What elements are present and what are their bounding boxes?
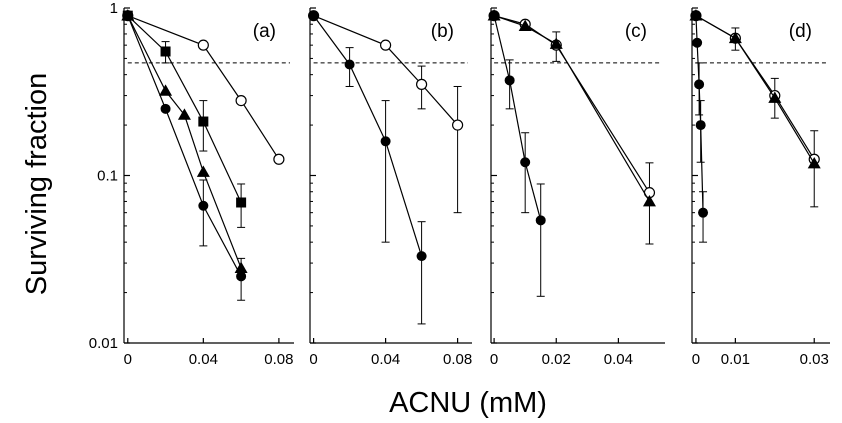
data-point-filled-circle (308, 10, 319, 21)
series-line-filled-triangle (127, 15, 242, 269)
data-point-filled-circle (520, 157, 531, 168)
data-point-filled-square (160, 46, 171, 57)
panel-3: 0 0.01 0.03 (d) (689, 7, 830, 368)
series-line-filled-circle (493, 15, 542, 221)
y-tick-label: 0.01 (89, 335, 118, 352)
panel-label: (c) (625, 21, 647, 42)
series-line-filled-circle (127, 15, 242, 277)
data-point-filled-triangle (728, 31, 742, 44)
x-tick-label: 0.04 (604, 351, 633, 368)
x-tick-label: 0.02 (542, 351, 571, 368)
data-point-filled-triangle (159, 84, 173, 96)
x-tick-label: 0.04 (189, 351, 218, 368)
panel-label: (d) (789, 21, 812, 42)
data-point-filled-circle (380, 136, 391, 147)
x-tick-label: 0.03 (800, 351, 829, 368)
y-axis-title: Surviving fraction (21, 73, 53, 295)
data-point-filled-square (198, 116, 209, 127)
panel-0: 1 0.1 0.01 0 0.04 0.08 (a) (89, 0, 294, 368)
y-tick-label: 1 (110, 0, 118, 17)
data-point-filled-circle (198, 200, 209, 211)
x-tick-label: 0.08 (443, 351, 472, 368)
panel-2: 0 0.02 0.04 (c) (487, 7, 665, 368)
x-axis-title: ACNU (mM) (389, 387, 547, 419)
x-tick-label: 0 (124, 351, 132, 368)
x-tick-label: 0 (309, 351, 317, 368)
series-line-open-circle (127, 15, 280, 160)
y-tick-label: 0.1 (97, 168, 118, 185)
data-point-filled-triangle (196, 165, 210, 177)
data-point-filled-circle (122, 10, 133, 21)
data-point-filled-circle (416, 251, 427, 262)
data-point-filled-triangle (768, 91, 782, 103)
data-point-filled-triangle (642, 194, 656, 207)
data-point-filled-circle (690, 10, 701, 21)
data-point-filled-triangle (518, 19, 532, 31)
data-point-filled-circle (160, 103, 171, 114)
panel-label: (b) (431, 21, 454, 42)
data-point-filled-circle (344, 59, 355, 70)
data-point-filled-circle (504, 75, 515, 86)
data-point-filled-circle (694, 79, 705, 90)
series-line-open-circle (313, 15, 459, 126)
data-point-filled-triangle (549, 37, 563, 49)
x-tick-label: 0.04 (371, 351, 400, 368)
panel-1: 0 0.04 0.08 (b) (308, 7, 472, 368)
panel-label: (a) (253, 21, 276, 42)
series-line-open-circle (493, 15, 650, 193)
data-point-open-circle (235, 95, 247, 107)
data-point-filled-circle (535, 215, 546, 226)
series-line-filled-circle (313, 15, 423, 257)
data-point-open-circle (416, 78, 428, 90)
data-point-filled-circle (489, 10, 500, 21)
x-tick-label: 0.08 (264, 351, 293, 368)
data-point-open-circle (273, 153, 285, 165)
x-tick-label: 0.01 (721, 351, 750, 368)
data-point-filled-square (236, 197, 247, 208)
data-point-open-circle (452, 119, 464, 131)
x-tick-label: 0 (490, 351, 498, 368)
data-point-filled-circle (692, 37, 703, 48)
data-point-open-circle (197, 39, 209, 51)
x-tick-label: 0 (692, 351, 700, 368)
series-line-filled-square (127, 15, 242, 203)
data-point-filled-circle (236, 271, 247, 282)
data-point-filled-circle (698, 207, 709, 218)
data-point-filled-triangle (177, 108, 191, 120)
series-line-filled-triangle (695, 15, 815, 164)
series-line-filled-triangle (493, 15, 650, 202)
data-point-filled-circle (695, 120, 706, 131)
data-point-filled-triangle (807, 156, 821, 169)
data-point-open-circle (380, 39, 392, 51)
